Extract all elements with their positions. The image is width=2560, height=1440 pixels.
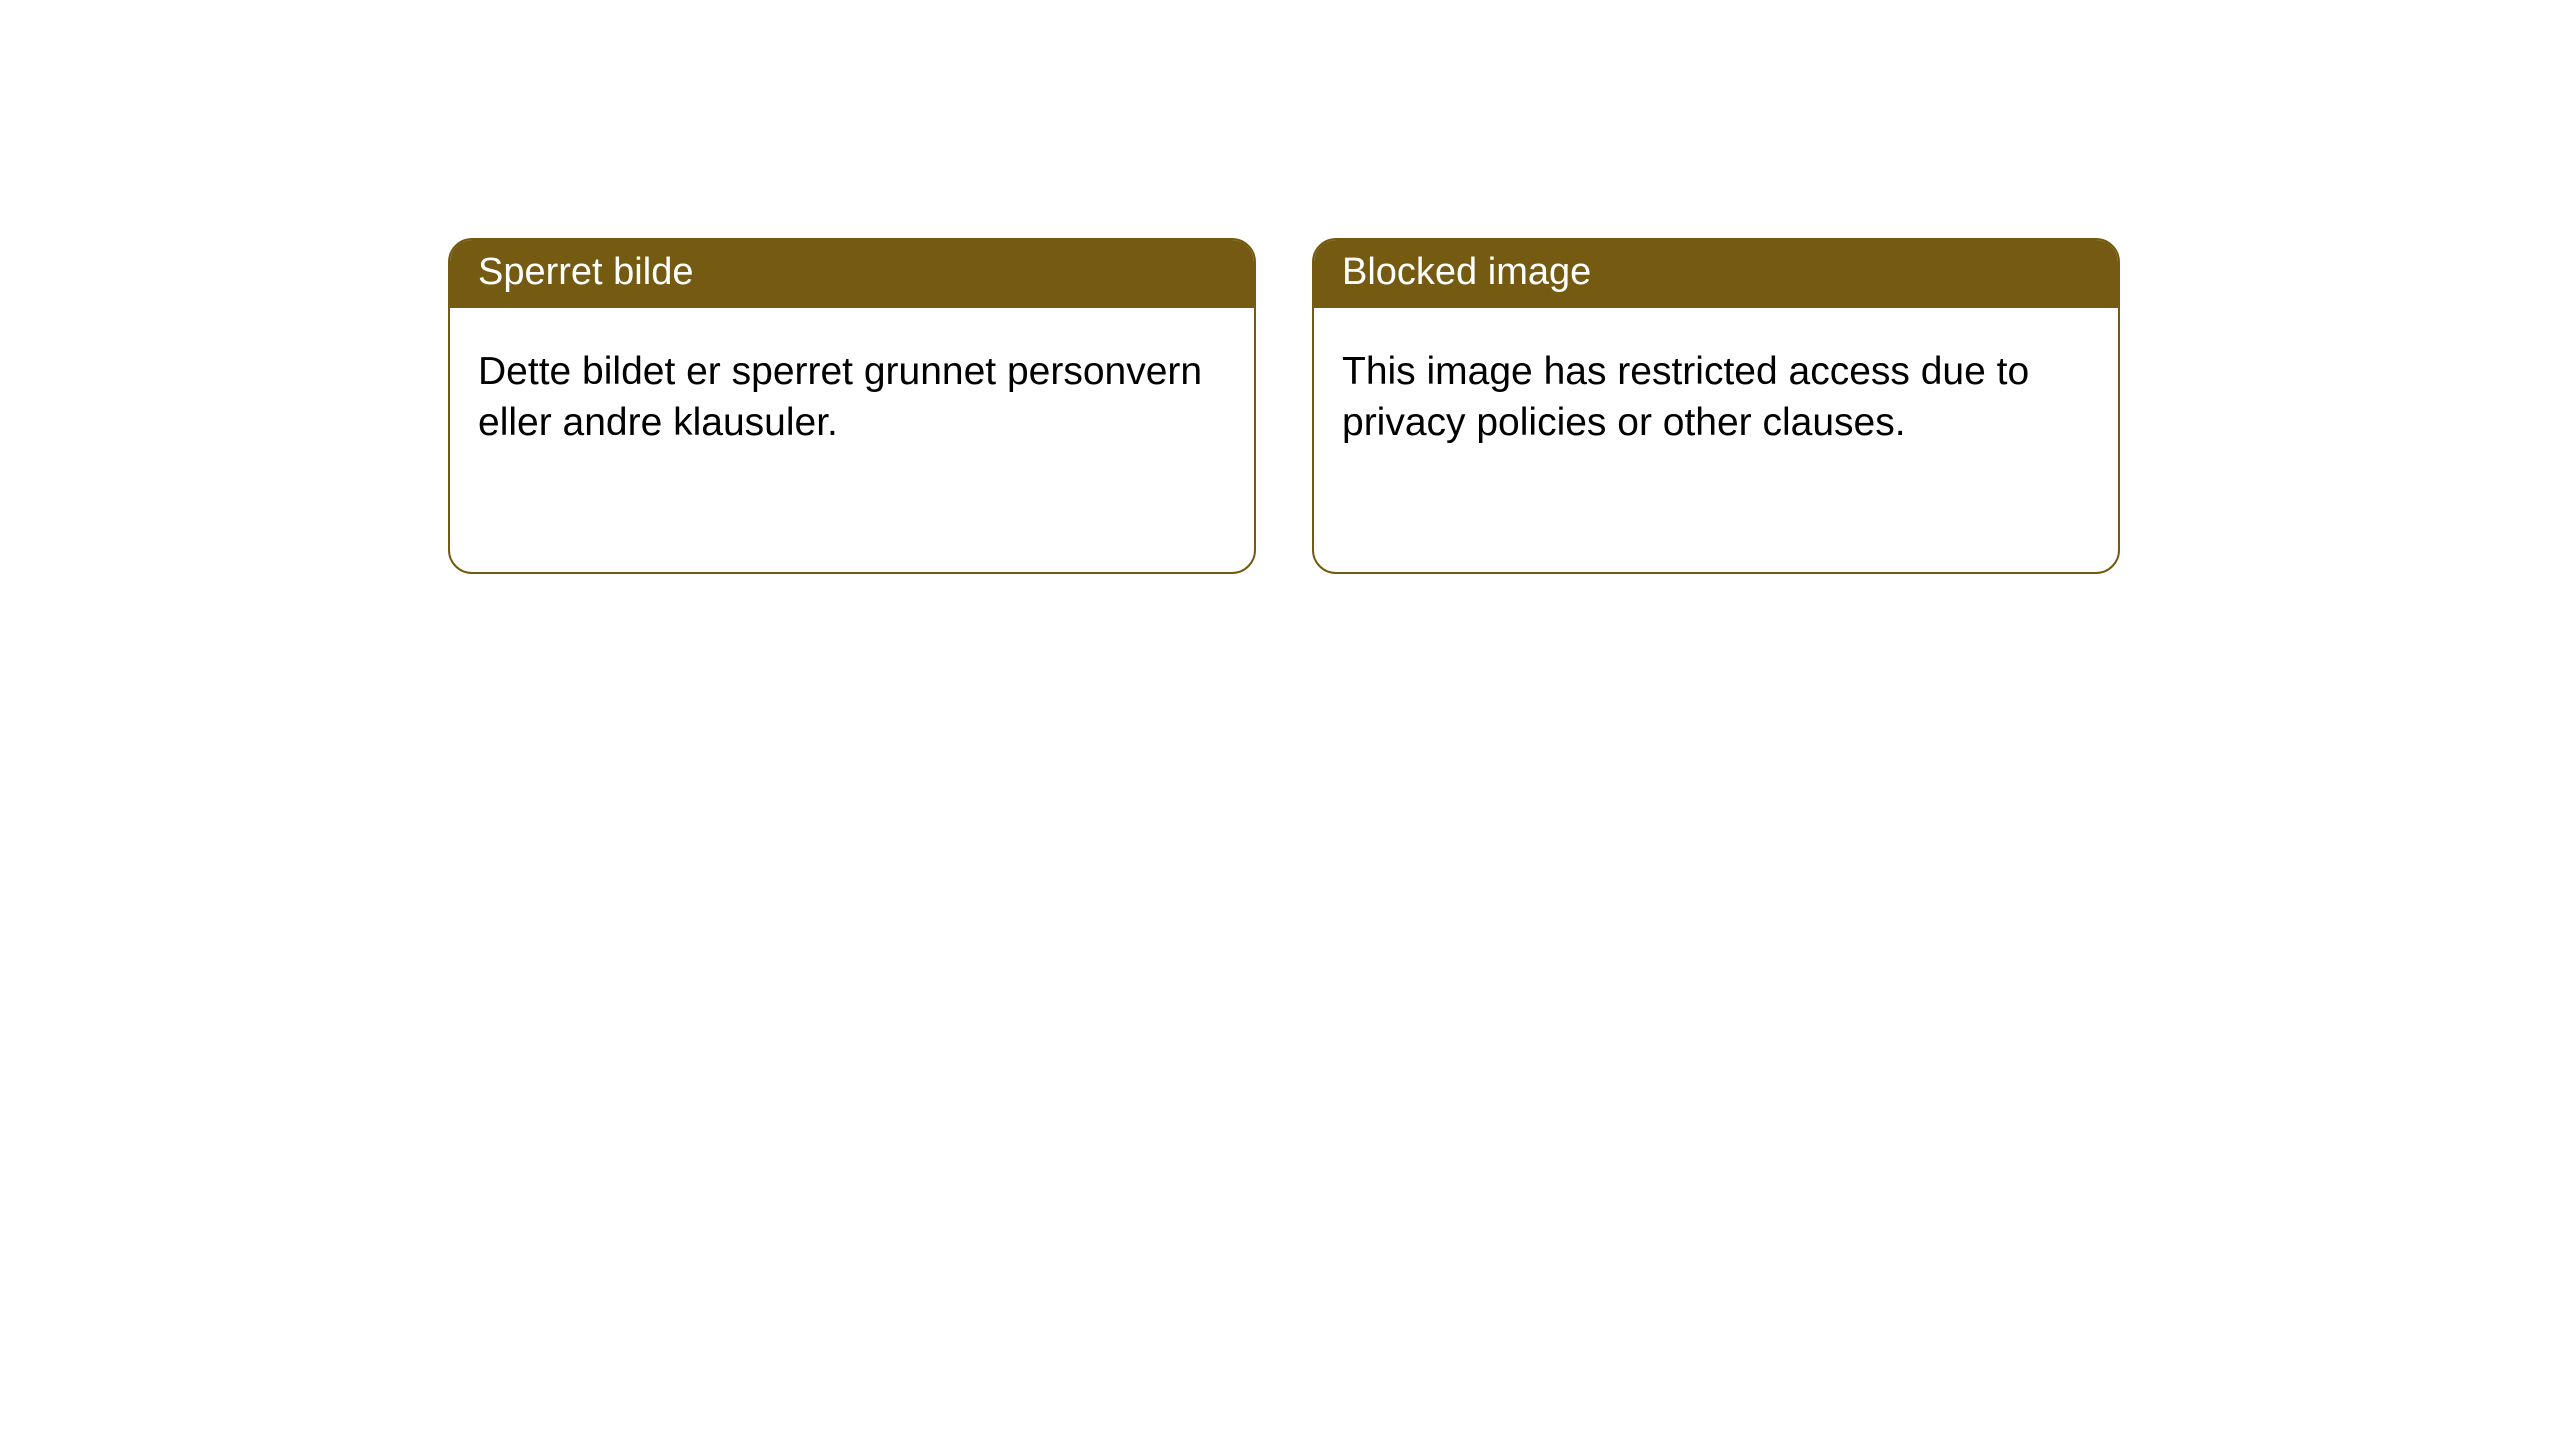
notice-card-header: Sperret bilde [450, 240, 1254, 308]
notice-card-norwegian: Sperret bilde Dette bildet er sperret gr… [448, 238, 1256, 574]
notice-card-header: Blocked image [1314, 240, 2118, 308]
notice-card-english: Blocked image This image has restricted … [1312, 238, 2120, 574]
notice-container: Sperret bilde Dette bildet er sperret gr… [0, 0, 2560, 574]
notice-card-body: This image has restricted access due to … [1314, 308, 2118, 488]
notice-card-body: Dette bildet er sperret grunnet personve… [450, 308, 1254, 488]
